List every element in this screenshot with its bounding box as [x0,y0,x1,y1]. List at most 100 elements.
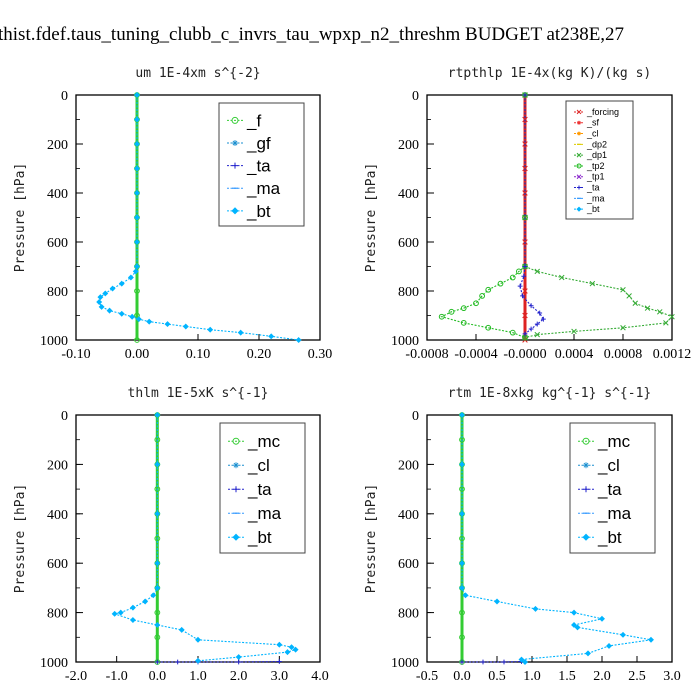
data-point [154,560,161,567]
data-point [134,288,140,294]
y-axis-title: Pressure [hPa] [13,163,28,273]
data-point [459,584,465,591]
data-point [644,305,651,311]
x-tick-label: 0.30 [308,347,333,362]
data-point [571,328,577,335]
x-tick-label: 0.5 [488,669,506,684]
data-point [522,659,528,665]
data-point [232,162,238,169]
x-tick-label: 0.00 [125,347,150,362]
y-tick-label: 200 [398,458,419,473]
x-tick-label: -0.0008 [405,347,448,362]
data-point [97,294,104,301]
data-point [111,610,118,617]
data-point [231,207,239,215]
panel-thlm: thlm 1E-5xK s^{-1} Pressure [hPa] -2.0 -1… [13,386,329,684]
data-point [102,290,109,297]
data-point [459,535,465,542]
panel-rtm: rtm 1E-8xkg kg^{-1} s^{-1} Pressure [hPa… [364,386,681,684]
x-tick-label: -0.0000 [503,347,546,362]
panel-title: thlm 1E-5xK s^{-1} [128,386,269,401]
series-line [461,415,652,663]
data-point [534,331,541,338]
data-point [558,274,565,281]
data-point [150,592,157,599]
data-point [656,309,663,315]
legend-label: _dp2 [586,139,607,149]
data-point [232,533,240,541]
data-point [522,312,528,319]
y-tick-label: 1000 [391,656,419,671]
data-point [233,486,239,493]
data-point [534,321,540,327]
y-tick-label: 600 [398,557,419,572]
data-point [154,621,161,628]
legend-label: _ta [586,183,600,193]
data-point [448,308,455,315]
data-point [528,303,534,309]
legend-label: _ma [586,193,605,203]
data-point [127,274,134,281]
y-tick-label: 400 [47,508,68,523]
data-point [522,264,528,269]
y-tick-label: 800 [398,285,419,300]
data-point [459,659,465,665]
data-point [515,268,522,275]
data-point [582,437,590,445]
series-line [157,660,280,663]
legend-label: _ma [246,179,281,198]
x-tick-label: -0.10 [61,347,90,362]
data-point [231,116,239,124]
data-point [134,239,140,245]
y-tick-label: 1000 [391,334,419,349]
panel-title: rtm 1E-8xkg kg^{-1} s^{-1} [448,386,652,401]
data-point [522,288,528,294]
data-point [134,312,140,319]
data-point [485,324,492,331]
data-point [129,617,136,623]
data-point [494,598,500,605]
data-point [207,326,214,333]
data-point [268,333,275,340]
data-point [583,486,589,493]
data-point [232,437,240,445]
legend-label: _cl [586,129,599,139]
legend-label: _gf [246,134,271,153]
y-tick-label: 0 [61,409,68,424]
x-tick-label: 0.10 [186,347,211,362]
series-line [440,95,526,339]
y-axis-title: Pressure [hPa] [364,163,379,273]
data-point [537,310,543,316]
y-tick-label: 800 [398,607,419,622]
data-point [164,321,171,328]
data-point [518,656,525,663]
data-point [648,636,654,643]
data-point [195,636,201,643]
legend-label: _bt [247,528,272,547]
data-point [233,462,239,469]
x-tick-label: -0.5 [416,669,438,684]
data-point [295,337,302,343]
data-point [154,510,161,517]
data-point [109,285,116,292]
y-tick-label: 200 [47,458,68,473]
data-point [585,650,591,657]
data-point [154,609,161,616]
data-point [276,641,283,648]
y-tick-label: 1000 [40,334,68,349]
legend-label: _tp2 [586,161,605,171]
legend-label: _ta [597,480,622,499]
data-point [576,206,582,212]
data-point [134,190,140,196]
x-tick-label: 0.0004 [555,347,594,362]
data-point [521,273,527,279]
panel-um: um 1E-4xm s^{-2} Pressure [hPa] -0.10 0.0… [13,66,332,362]
data-point [669,313,675,320]
x-tick-label: 2.0 [230,669,248,684]
data-point [134,165,140,172]
legend-label: _ma [597,504,632,523]
y-axis-title: Pressure [hPa] [13,484,28,594]
data-point [460,305,467,312]
panel-title: um 1E-4xm s^{-2} [135,66,260,81]
